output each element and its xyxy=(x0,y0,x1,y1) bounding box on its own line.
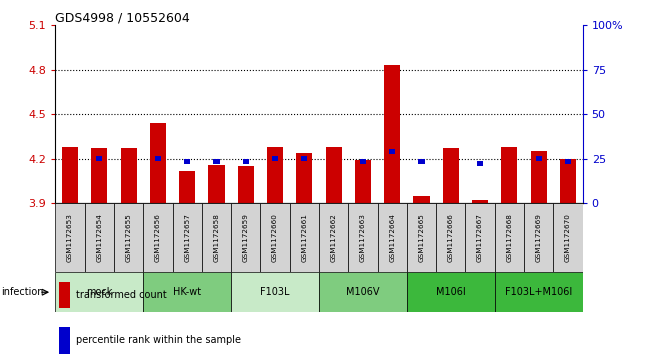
Bar xyxy=(114,203,143,272)
Bar xyxy=(155,156,161,161)
Text: GSM1172662: GSM1172662 xyxy=(331,213,337,262)
Text: GSM1172659: GSM1172659 xyxy=(243,213,249,262)
Text: GDS4998 / 10552604: GDS4998 / 10552604 xyxy=(55,11,190,24)
Text: GSM1172660: GSM1172660 xyxy=(272,213,278,262)
Text: GSM1172661: GSM1172661 xyxy=(301,213,307,262)
Bar xyxy=(319,203,348,272)
Text: infection: infection xyxy=(1,287,44,297)
Bar xyxy=(231,272,319,312)
Bar xyxy=(85,203,114,272)
Bar xyxy=(301,156,307,161)
Bar xyxy=(143,203,173,272)
Bar xyxy=(348,203,378,272)
Bar xyxy=(419,159,424,164)
Bar xyxy=(214,159,219,164)
Bar xyxy=(477,161,483,166)
Bar xyxy=(319,272,407,312)
Bar xyxy=(143,272,231,312)
Text: F103L: F103L xyxy=(260,287,290,297)
Bar xyxy=(407,203,436,272)
Text: GSM1172670: GSM1172670 xyxy=(565,213,571,262)
Text: GSM1172664: GSM1172664 xyxy=(389,213,395,262)
Bar xyxy=(238,166,254,203)
Text: GSM1172669: GSM1172669 xyxy=(536,213,542,262)
Bar xyxy=(260,203,290,272)
Text: GSM1172667: GSM1172667 xyxy=(477,213,483,262)
Bar xyxy=(384,65,400,203)
Bar xyxy=(436,203,465,272)
Bar xyxy=(413,196,430,203)
Bar xyxy=(120,148,137,203)
Text: F103L+M106I: F103L+M106I xyxy=(505,287,572,297)
Bar xyxy=(290,203,319,272)
Text: percentile rank within the sample: percentile rank within the sample xyxy=(76,335,241,345)
Bar xyxy=(55,203,85,272)
Bar xyxy=(553,203,583,272)
Text: mock: mock xyxy=(86,287,113,297)
Bar xyxy=(62,147,78,203)
Bar xyxy=(55,272,143,312)
Bar xyxy=(472,200,488,203)
Bar xyxy=(407,272,495,312)
Bar xyxy=(150,123,166,203)
Text: HK-wt: HK-wt xyxy=(173,287,201,297)
Bar xyxy=(495,203,524,272)
Text: GSM1172655: GSM1172655 xyxy=(126,213,132,262)
Bar xyxy=(536,156,542,161)
Bar xyxy=(231,203,260,272)
Bar xyxy=(355,160,371,203)
Bar xyxy=(96,156,102,161)
Bar xyxy=(565,159,571,164)
Text: GSM1172653: GSM1172653 xyxy=(67,213,73,262)
Text: transformed count: transformed count xyxy=(76,290,167,300)
Bar xyxy=(360,159,366,164)
Bar xyxy=(59,327,70,354)
Text: GSM1172663: GSM1172663 xyxy=(360,213,366,262)
Text: GSM1172657: GSM1172657 xyxy=(184,213,190,262)
Bar xyxy=(184,159,190,164)
Bar xyxy=(59,282,70,308)
Bar xyxy=(465,203,495,272)
Bar xyxy=(202,203,231,272)
Text: GSM1172668: GSM1172668 xyxy=(506,213,512,262)
Bar xyxy=(173,203,202,272)
Bar xyxy=(91,148,107,203)
Bar xyxy=(326,147,342,203)
Bar xyxy=(272,156,278,161)
Bar xyxy=(243,159,249,164)
Bar xyxy=(524,203,553,272)
Bar xyxy=(531,151,547,203)
Bar xyxy=(389,149,395,154)
Bar xyxy=(495,272,583,312)
Text: M106I: M106I xyxy=(436,287,465,297)
Bar xyxy=(560,159,576,203)
Text: GSM1172654: GSM1172654 xyxy=(96,213,102,262)
Bar xyxy=(501,147,518,203)
Bar xyxy=(179,171,195,203)
Bar xyxy=(267,147,283,203)
Bar xyxy=(378,203,407,272)
Text: M106V: M106V xyxy=(346,287,380,297)
Text: GSM1172665: GSM1172665 xyxy=(419,213,424,262)
Bar xyxy=(443,148,459,203)
Text: GSM1172656: GSM1172656 xyxy=(155,213,161,262)
Bar xyxy=(208,165,225,203)
Text: GSM1172666: GSM1172666 xyxy=(448,213,454,262)
Text: GSM1172658: GSM1172658 xyxy=(214,213,219,262)
Bar xyxy=(296,153,312,203)
